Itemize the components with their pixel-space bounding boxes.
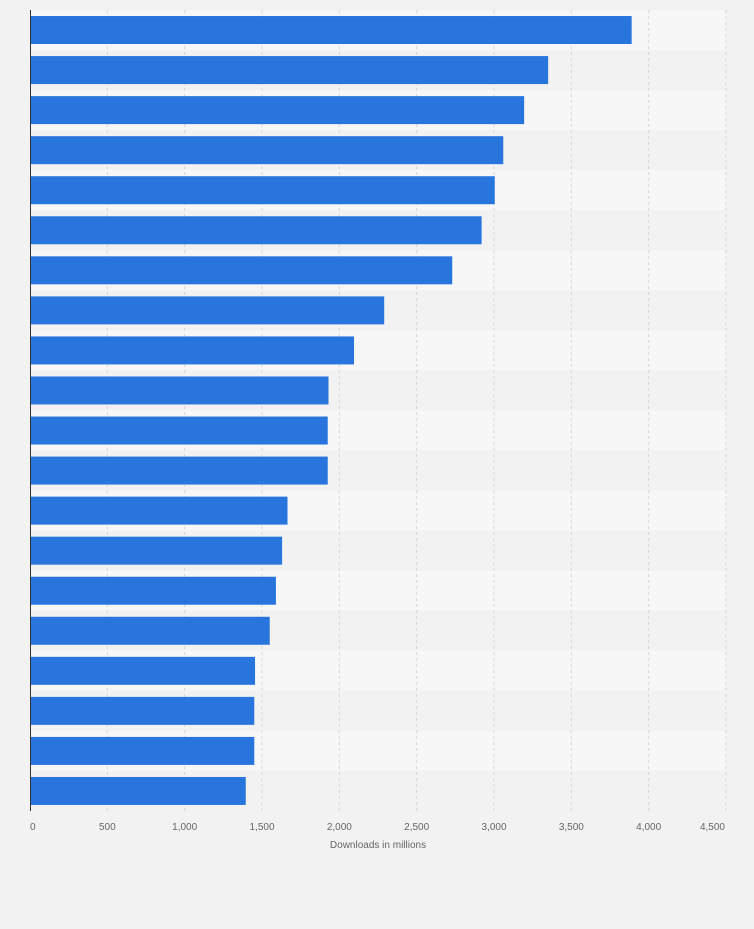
bar [30, 96, 525, 125]
bar [30, 536, 283, 565]
bar [30, 696, 255, 725]
bar [30, 576, 276, 605]
bar [30, 256, 453, 285]
bar [30, 456, 328, 485]
x-tick-label: 3,000 [481, 822, 506, 833]
bar [30, 136, 504, 165]
bar [30, 656, 256, 685]
x-tick-label: 2,000 [327, 822, 352, 833]
bars [30, 16, 632, 805]
bar [30, 176, 495, 205]
bar [30, 776, 246, 805]
bar [30, 416, 328, 445]
bar [30, 296, 385, 325]
bar [30, 216, 482, 245]
x-tick-label: 3,500 [559, 822, 584, 833]
bar [30, 376, 329, 405]
x-tick-label: 1,500 [249, 822, 274, 833]
bar [30, 496, 288, 525]
bar [30, 336, 355, 365]
plot-bands [30, 10, 726, 811]
x-tick-label: 2,500 [404, 822, 429, 833]
bar [30, 736, 255, 765]
x-tick-label: 500 [99, 822, 116, 833]
x-tick-label: 4,000 [636, 822, 661, 833]
bar [30, 56, 549, 85]
bar [30, 16, 632, 45]
bar [30, 616, 270, 645]
x-tick-label: 1,000 [172, 822, 197, 833]
x-tick-label: 0 [30, 822, 36, 833]
x-axis-ticks: 0 500 1,000 1,500 2,000 2,500 3,000 3,500 4,000 4… [30, 822, 725, 833]
x-axis-title: Downloads in millions [330, 840, 426, 851]
x-tick-label: 4,500 [700, 822, 725, 833]
